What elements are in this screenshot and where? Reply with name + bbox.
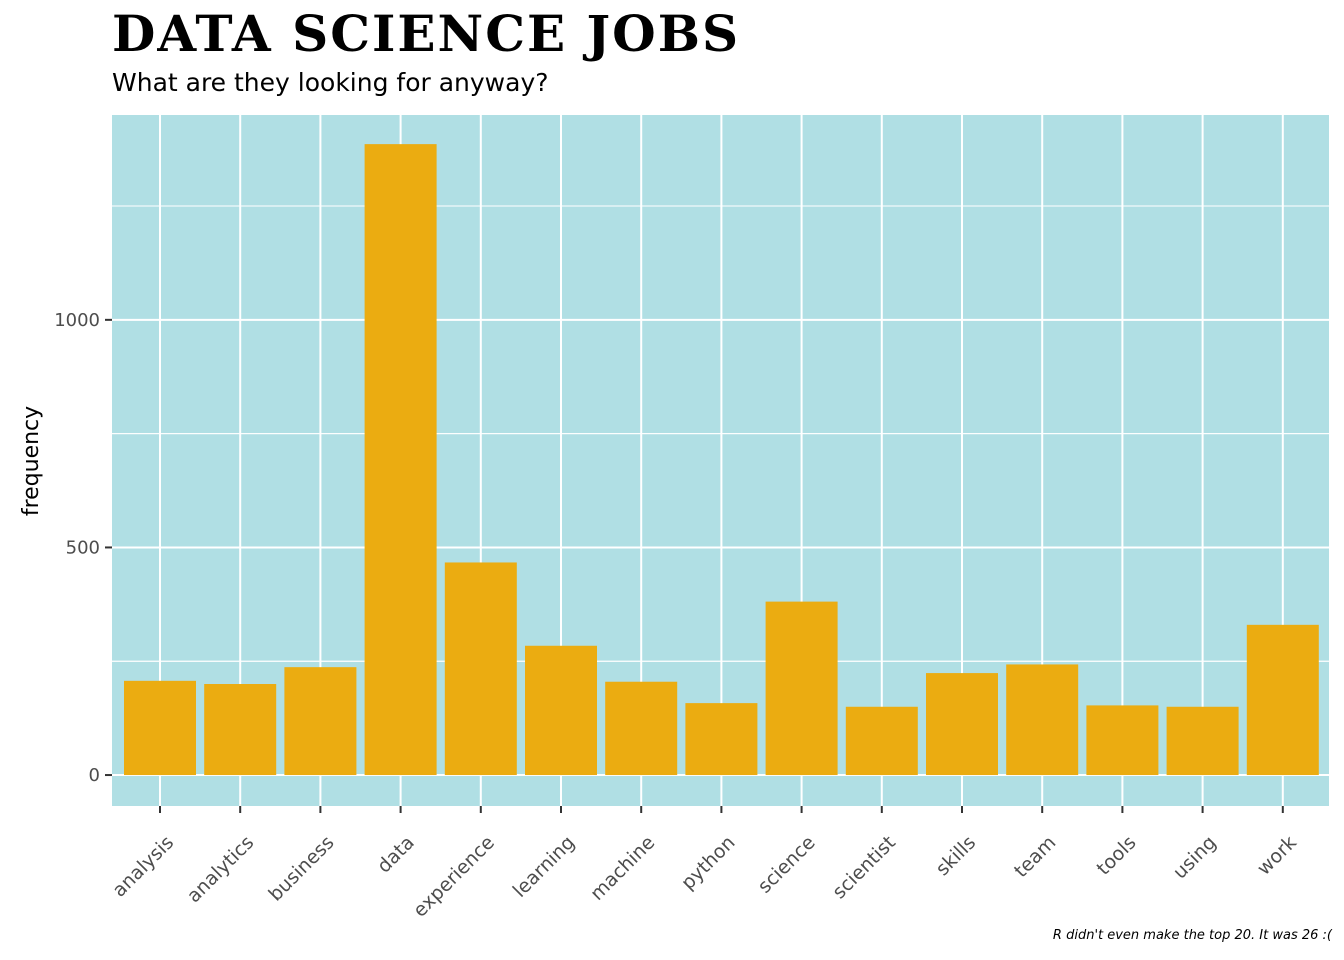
x-tick-label: team — [1010, 832, 1060, 882]
x-tick-label: scientist — [828, 832, 900, 904]
x-tick-label: science — [754, 832, 820, 898]
bar-analysis — [124, 680, 196, 776]
bar-scientist — [845, 706, 918, 776]
bar-business — [284, 667, 357, 776]
x-tick-label: python — [677, 832, 740, 895]
x-tick-label: learning — [509, 832, 579, 902]
chart-title: DATA SCIENCE JOBS — [112, 4, 741, 63]
chart-subtitle: What are they looking for anyway? — [112, 68, 549, 97]
bar-python — [685, 703, 758, 776]
chart-caption: R didn't even make the top 20. It was 26… — [1052, 928, 1332, 943]
y-tick-label: 500 — [66, 537, 100, 558]
bar-machine — [605, 681, 678, 776]
y-axis-label: frequency — [19, 406, 44, 516]
x-tick-label: analytics — [183, 832, 259, 908]
bar-tools — [1086, 705, 1159, 776]
y-tick-label: 0 — [89, 765, 100, 786]
x-tick-label: experience — [409, 832, 499, 922]
x-tick-label: skills — [932, 832, 981, 881]
bar-using — [1166, 706, 1239, 776]
x-tick-label: using — [1169, 832, 1221, 884]
x-tick-label: tools — [1093, 832, 1141, 880]
x-tick-label: data — [373, 832, 419, 878]
bar-work — [1246, 624, 1319, 776]
bar-team — [1006, 664, 1079, 776]
y-tick-label: 1000 — [54, 310, 100, 331]
x-tick-label: business — [264, 832, 338, 906]
x-tick-label: machine — [586, 832, 659, 905]
bar-science — [765, 601, 838, 776]
x-tick-label: analysis — [108, 832, 178, 902]
bar-data — [364, 144, 437, 776]
x-tick-label: work — [1253, 832, 1301, 880]
bar-learning — [525, 645, 597, 776]
bars — [124, 144, 1319, 776]
bar-experience — [444, 562, 517, 776]
bar-analytics — [204, 684, 277, 776]
bar-skills — [926, 673, 998, 776]
